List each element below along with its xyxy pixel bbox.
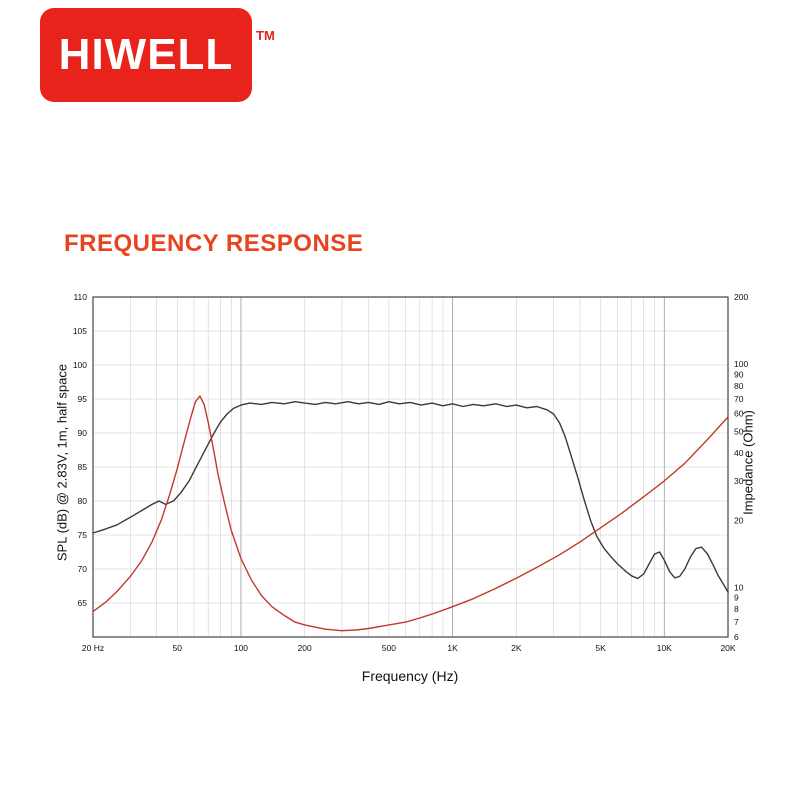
svg-text:80: 80 — [734, 381, 744, 391]
svg-text:40: 40 — [734, 448, 744, 458]
svg-text:70: 70 — [734, 394, 744, 404]
svg-text:20K: 20K — [720, 643, 735, 653]
svg-text:200: 200 — [298, 643, 312, 653]
svg-text:80: 80 — [78, 496, 88, 506]
svg-text:70: 70 — [78, 564, 88, 574]
svg-text:1K: 1K — [447, 643, 458, 653]
brand-logo-text: HIWELL — [58, 30, 234, 79]
svg-text:30: 30 — [734, 476, 744, 486]
svg-text:65: 65 — [78, 598, 88, 608]
svg-text:60: 60 — [734, 409, 744, 419]
svg-text:75: 75 — [78, 530, 88, 540]
svg-text:10K: 10K — [657, 643, 672, 653]
svg-text:90: 90 — [78, 428, 88, 438]
x-axis-title: Frequency (Hz) — [361, 668, 459, 684]
y-right-axis-title: Impedance (Ohm) — [740, 410, 756, 515]
svg-text:95: 95 — [78, 394, 88, 404]
svg-text:105: 105 — [73, 326, 87, 336]
svg-text:50: 50 — [734, 426, 744, 436]
svg-text:200: 200 — [734, 292, 748, 302]
svg-text:100: 100 — [234, 643, 248, 653]
svg-text:10: 10 — [734, 582, 744, 592]
brand-logo: HIWELL — [40, 8, 252, 102]
svg-text:20: 20 — [734, 515, 744, 525]
svg-text:100: 100 — [734, 359, 748, 369]
svg-text:2K: 2K — [511, 643, 522, 653]
svg-text:100: 100 — [73, 360, 87, 370]
svg-text:90: 90 — [734, 369, 744, 379]
svg-text:20 Hz: 20 Hz — [82, 643, 104, 653]
svg-text:7: 7 — [734, 617, 739, 627]
chart-plot-area: 1101051009590858075706520010090807060504… — [73, 292, 749, 653]
y-left-axis-title: SPL (dB) @ 2.83V, 1m, half space — [54, 363, 70, 562]
svg-text:500: 500 — [382, 643, 396, 653]
chart-title: FREQUENCY RESPONSE — [64, 230, 364, 257]
svg-text:6: 6 — [734, 632, 739, 642]
svg-text:5K: 5K — [595, 643, 606, 653]
trademark-symbol: TM — [256, 28, 275, 43]
frequency-response-chart: 110 105 100 95 90 85 80 75 70 65 200 100 90 80 70 60 50 4… — [30, 280, 790, 680]
svg-text:50: 50 — [172, 643, 182, 653]
svg-text:9: 9 — [734, 593, 739, 603]
svg-text:8: 8 — [734, 604, 739, 614]
svg-text:110: 110 — [73, 292, 87, 302]
svg-text:85: 85 — [78, 462, 88, 472]
